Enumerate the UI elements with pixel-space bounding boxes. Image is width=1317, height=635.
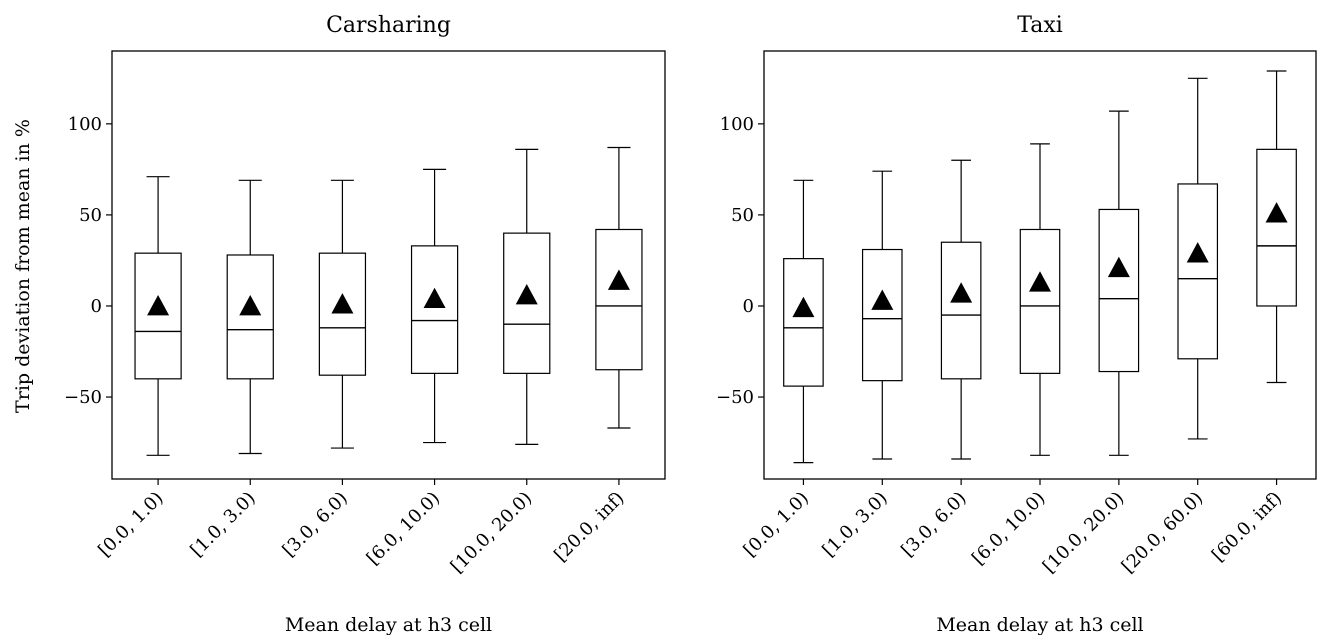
taxi-box-1 xyxy=(861,170,903,460)
taxi-box-5 xyxy=(1177,77,1219,440)
carsharing-y-tick-label: −50 xyxy=(64,387,102,408)
taxi-box-4 xyxy=(1098,110,1140,456)
carsharing-x-tick-label: [20.0, inf) xyxy=(550,488,628,566)
carsharing-x-axis-label: Mean delay at h3 cell xyxy=(285,614,492,635)
taxi-box-6 xyxy=(1256,70,1297,384)
carsharing-title: Carsharing xyxy=(326,13,451,38)
box-iqr xyxy=(134,252,182,380)
taxi-y-tick-label: 50 xyxy=(731,205,754,226)
mean-marker xyxy=(871,289,894,310)
taxi-box-3 xyxy=(1019,143,1061,456)
mean-marker xyxy=(515,284,538,305)
carsharing-y-tick-label: 100 xyxy=(68,114,102,135)
taxi-x-tick-label: [60.0, inf) xyxy=(1208,488,1286,566)
mean-marker xyxy=(147,294,170,316)
box-iqr xyxy=(940,241,982,380)
carsharing-x-tick-label: [6.0, 10.0) xyxy=(363,488,444,569)
box-iqr xyxy=(1256,148,1297,307)
taxi-x-tick-label: [0.0, 1.0) xyxy=(740,488,813,561)
box-iqr xyxy=(318,252,367,376)
taxi-x-tick-label: [3.0, 6.0) xyxy=(897,488,970,561)
taxi-x-tick-label: [6.0, 10.0) xyxy=(968,488,1049,569)
taxi-y-tick-label: 100 xyxy=(720,114,754,135)
mean-marker xyxy=(1029,271,1051,292)
carsharing-plot-frame xyxy=(111,50,666,480)
box-iqr xyxy=(595,228,643,371)
mean-marker xyxy=(1265,202,1288,223)
carsharing-x-tick-label: [1.0, 3.0) xyxy=(186,488,259,561)
carsharing-x-tick-label: [10.0, 20.0) xyxy=(447,488,537,578)
box-iqr xyxy=(226,254,274,380)
taxi-x-tick-label: [20.0, 60.0) xyxy=(1118,488,1208,578)
carsharing-x-tick-label: [3.0, 6.0) xyxy=(279,488,352,561)
mean-marker xyxy=(792,296,815,318)
mean-marker xyxy=(1107,256,1130,278)
carsharing-box-1 xyxy=(226,179,274,455)
box-iqr xyxy=(1177,183,1219,360)
taxi-x-tick-label: [1.0, 3.0) xyxy=(818,488,891,561)
carsharing-x-tick-label: [0.0, 1.0) xyxy=(94,488,167,561)
mean-marker xyxy=(331,293,354,314)
carsharing-y-tick-label: 0 xyxy=(91,296,102,317)
taxi-x-tick-label: [10.0, 20.0) xyxy=(1039,488,1129,578)
taxi-x-axis-label: Mean delay at h3 cell xyxy=(936,614,1143,635)
mean-marker xyxy=(950,282,973,303)
box-iqr xyxy=(1019,228,1061,374)
taxi-y-tick-label: −50 xyxy=(716,387,754,408)
carsharing-box-3 xyxy=(410,168,459,444)
taxi-title: Taxi xyxy=(1017,13,1063,38)
carsharing-y-axis-label: Trip deviation from mean in % xyxy=(12,119,34,413)
box-iqr xyxy=(783,258,824,387)
carsharing-panel: Carsharing Mean delay at h3 cell Trip de… xyxy=(12,13,666,635)
carsharing-box-2 xyxy=(318,179,367,449)
carsharing-box-4 xyxy=(503,148,551,445)
carsharing-y-tick-label: 50 xyxy=(79,205,102,226)
mean-marker xyxy=(607,269,630,290)
mean-marker xyxy=(1186,242,1209,263)
box-iqr xyxy=(861,248,903,382)
taxi-box-0 xyxy=(783,179,824,464)
taxi-box-2 xyxy=(940,159,982,460)
taxi-panel: Taxi Mean delay at h3 cell −50 0 50 100 [0.0… xyxy=(716,13,1317,635)
box-iqr xyxy=(1098,208,1140,373)
mean-marker xyxy=(423,287,446,309)
carsharing-box-5 xyxy=(595,146,643,429)
carsharing-box-0 xyxy=(134,176,182,456)
box-iqr xyxy=(410,245,459,374)
mean-marker xyxy=(239,294,262,316)
taxi-y-tick-label: 0 xyxy=(743,296,754,317)
